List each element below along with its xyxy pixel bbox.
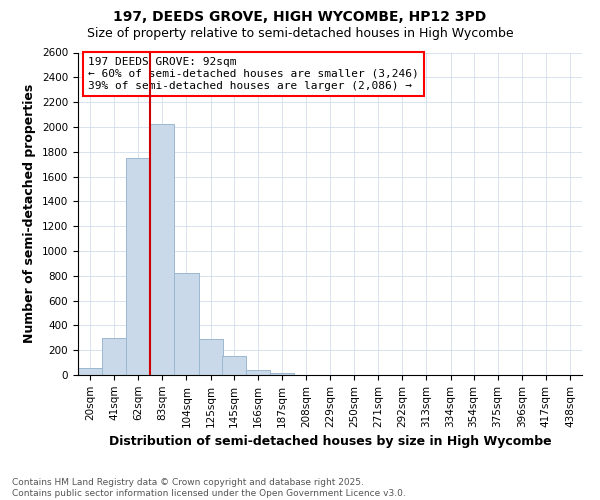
Bar [175, 274, 199, 375]
Bar [151, 124, 175, 375]
X-axis label: Distribution of semi-detached houses by size in High Wycombe: Distribution of semi-detached houses by … [109, 435, 551, 448]
Bar [245, 370, 270, 375]
Text: 197, DEEDS GROVE, HIGH WYCOMBE, HP12 3PD: 197, DEEDS GROVE, HIGH WYCOMBE, HP12 3PD [113, 10, 487, 24]
Y-axis label: Number of semi-detached properties: Number of semi-detached properties [23, 84, 37, 344]
Bar [270, 372, 294, 375]
Text: Contains HM Land Registry data © Crown copyright and database right 2025.
Contai: Contains HM Land Registry data © Crown c… [12, 478, 406, 498]
Text: 197 DEEDS GROVE: 92sqm
← 60% of semi-detached houses are smaller (3,246)
39% of : 197 DEEDS GROVE: 92sqm ← 60% of semi-det… [88, 58, 419, 90]
Bar [199, 339, 223, 375]
Bar [102, 338, 126, 375]
Bar [221, 356, 245, 375]
Bar [78, 368, 102, 375]
Text: Size of property relative to semi-detached houses in High Wycombe: Size of property relative to semi-detach… [86, 28, 514, 40]
Bar [126, 158, 151, 375]
